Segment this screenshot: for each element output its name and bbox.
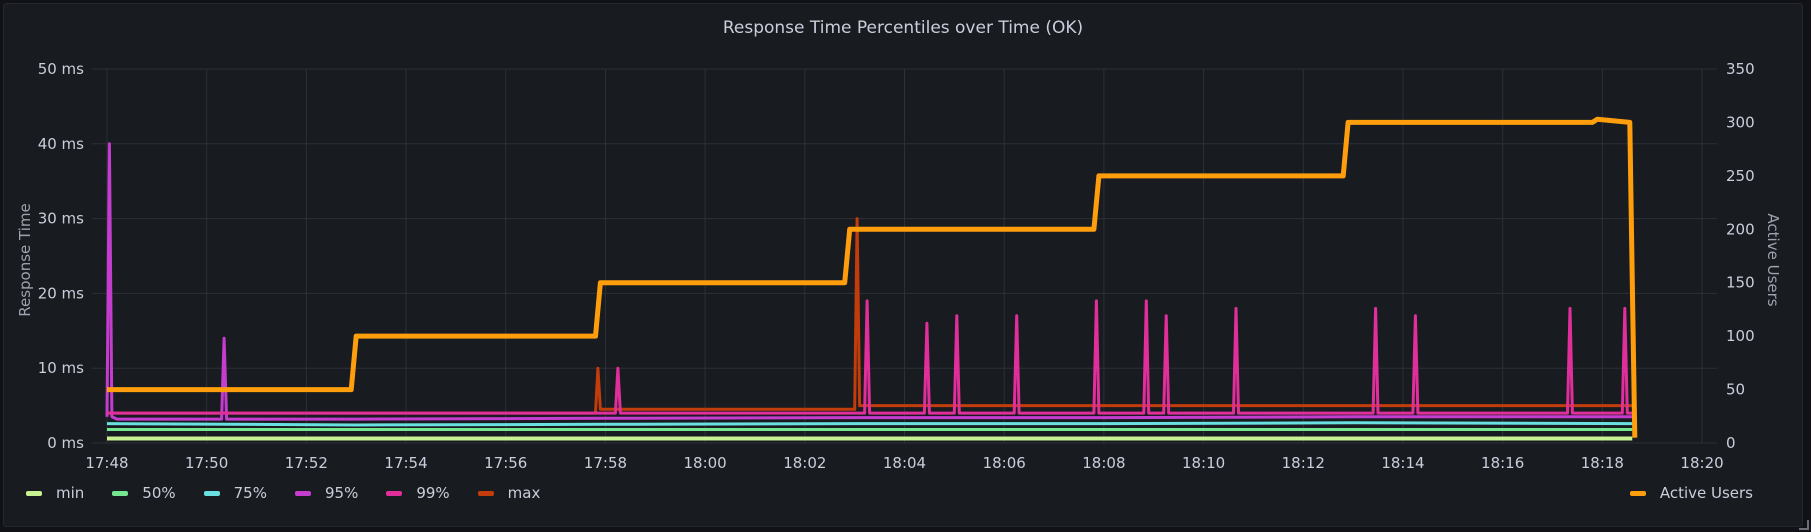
x-axis: 17:48 17:50 17:52 17:54 17:56 17:58 18:00 18:02… (85, 454, 1723, 472)
legend-item-max[interactable]: max (477, 484, 541, 502)
x-tick-label: 18:18 (1581, 454, 1624, 472)
legend-label: Active Users (1659, 484, 1753, 502)
legend-item-50pct[interactable]: 50% (112, 484, 176, 502)
legend-item-min[interactable]: min (26, 484, 84, 502)
series-line-active-users (107, 116, 1638, 438)
x-tick-label: 17:52 (285, 454, 328, 472)
legend-label: min (56, 484, 85, 502)
x-tick-label: 18:20 (1680, 454, 1723, 472)
x-tick-label: 18:02 (783, 454, 826, 472)
legend-item-active-users[interactable]: Active Users (1629, 484, 1753, 502)
left-tick-label: 30 ms (38, 210, 84, 228)
right-tick-label: 200 (1726, 220, 1755, 238)
x-tick-label: 18:08 (1082, 454, 1125, 472)
series-line-max (107, 217, 1633, 415)
left-axis: 0 ms 10 ms 20 ms 30 ms 40 ms 50 ms (38, 60, 84, 452)
series-line-95pct (105, 142, 1633, 421)
legend-swatch (112, 490, 129, 496)
x-tick-label: 18:00 (683, 454, 726, 472)
x-tick-label: 17:56 (484, 454, 527, 472)
series-line-99pct (107, 299, 1633, 415)
legend-right: Active Users (1629, 484, 1781, 502)
legend-swatch (26, 490, 42, 496)
right-tick-label: 250 (1726, 167, 1755, 185)
legend-swatch (477, 490, 494, 496)
x-tick-label: 18:14 (1381, 454, 1424, 472)
x-tick-label: 18:12 (1282, 454, 1325, 472)
left-axis-label: Response Time (16, 203, 34, 317)
right-axis: 0 50 100 150 200 250 300 350 (1726, 60, 1755, 452)
right-tick-label: 150 (1726, 274, 1755, 292)
series-line-75pct (106, 421, 1633, 427)
left-tick-label: 10 ms (38, 359, 84, 377)
right-axis-label: Active Users (1764, 213, 1782, 306)
x-tick-label: 17:58 (584, 454, 627, 472)
legend-swatch (294, 490, 311, 496)
legend-label: max (507, 484, 541, 502)
legend-swatch (203, 490, 220, 496)
right-tick-label: 100 (1726, 327, 1755, 345)
left-tick-label: 40 ms (38, 135, 84, 153)
right-tick-label: 0 (1726, 434, 1736, 452)
x-tick-label: 18:16 (1481, 454, 1524, 472)
x-tick-label: 18:04 (883, 454, 926, 472)
legend-label: 95% (324, 484, 359, 502)
grid-lines (92, 68, 1717, 444)
right-tick-label: 50 (1726, 381, 1745, 399)
legend-label: 75% (233, 484, 267, 502)
x-tick-label: 17:50 (185, 454, 228, 472)
left-tick-label: 50 ms (38, 60, 84, 78)
legend-item-99pct[interactable]: 99% (386, 484, 450, 502)
legend-item-95pct[interactable]: 95% (294, 484, 359, 502)
x-tick-label: 18:10 (1182, 454, 1225, 472)
x-tick-label: 17:48 (85, 454, 128, 472)
chart-title: Response Time Percentiles over Time (OK) (722, 18, 1084, 38)
legend-item-75pct[interactable]: 75% (203, 484, 267, 502)
legend-swatch (1629, 490, 1646, 496)
resize-handle[interactable] (1799, 520, 1809, 530)
legend-label: 99% (416, 484, 450, 502)
right-tick-label: 300 (1726, 113, 1755, 131)
series-lines (105, 116, 1638, 441)
legend-label: 50% (142, 484, 176, 502)
x-tick-label: 18:06 (983, 454, 1026, 472)
right-tick-label: 350 (1726, 60, 1755, 78)
left-tick-label: 20 ms (38, 284, 84, 302)
legend-left: min 50% 75% 95% 99% max (26, 484, 568, 502)
x-tick-label: 17:54 (384, 454, 427, 472)
left-tick-label: 0 ms (47, 434, 84, 452)
legend-swatch (386, 490, 403, 496)
